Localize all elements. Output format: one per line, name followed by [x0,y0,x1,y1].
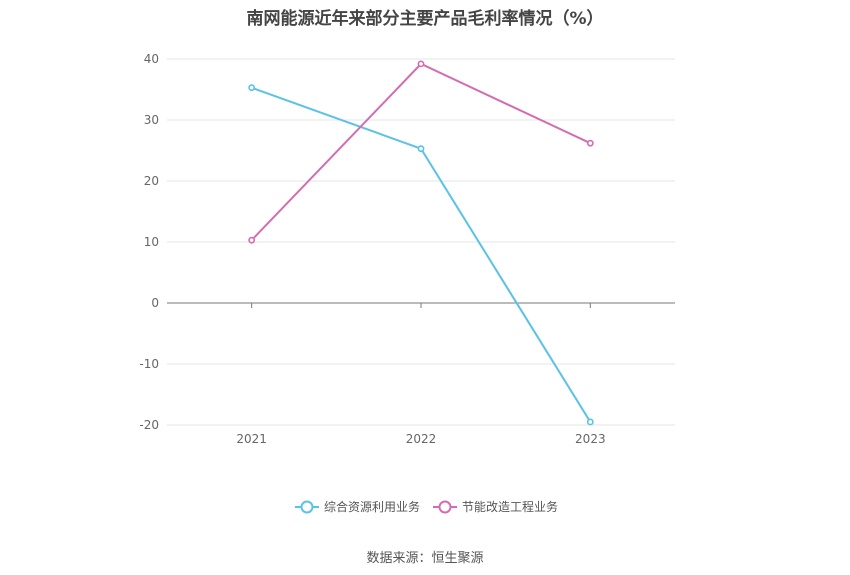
x-tick-label: 2021 [236,432,267,446]
y-tick-label: 10 [144,235,159,249]
y-tick-label: 30 [144,113,159,127]
data-point[interactable] [417,60,425,68]
data-point[interactable] [586,418,594,426]
y-tick-label: 0 [151,296,159,310]
y-tick-label: -20 [139,418,159,432]
legend-label: 节能改造工程业务 [462,499,558,514]
y-tick-label: 40 [144,52,159,66]
chart-title: 南网能源近年来部分主要产品毛利率情况（%） [246,9,604,29]
y-tick-label: 20 [144,174,159,188]
source-note: 数据来源：恒生聚源 [366,551,484,566]
axes: -20 -10 0 10 20 30 40 2021 2022 2023 [139,52,675,446]
series-line-1 [251,86,592,423]
data-point[interactable] [417,145,425,153]
legend-item-1[interactable]: 综合资源利用业务 [295,499,420,514]
legend-marker [438,500,452,514]
data-point[interactable] [248,236,256,244]
x-tick-label: 2023 [575,432,606,446]
data-point[interactable] [248,84,256,92]
grid-lines [167,58,675,426]
legend-item-2[interactable]: 节能改造工程业务 [433,499,558,514]
legend-marker [300,500,314,514]
y-tick-label: -10 [139,357,159,371]
legend-label: 综合资源利用业务 [324,499,420,514]
x-tick-label: 2022 [406,432,437,446]
data-point[interactable] [586,139,594,147]
series-lines [248,60,594,426]
legend[interactable]: 综合资源利用业务 节能改造工程业务 [295,499,558,514]
